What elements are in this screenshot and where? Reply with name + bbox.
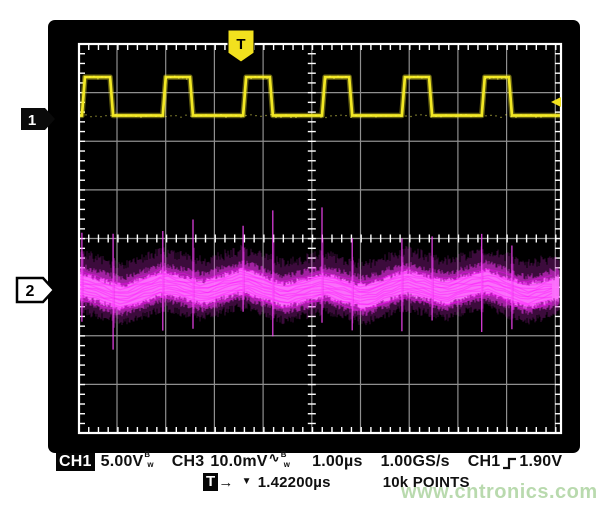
trigger-level-readout: 1.90V [519,453,563,470]
ch3-label: CH3 [171,453,205,470]
ch1-scale: 5.00V [100,453,144,470]
bw-sub: w [147,460,154,469]
readout-row-2: T → ▼ 1.42200µs 10k POINTS [203,473,470,491]
ch1-marker-shape [21,108,55,130]
ch1-ground-marker: 1 [21,108,55,130]
watermark: www.cntronics.com [401,481,598,503]
svg-text:T: T [236,36,245,53]
trigger-badge: T [203,473,219,491]
ch2-marker-shape [15,276,56,304]
ch3-scale: 10.0mV [210,453,268,470]
oscilloscope-screen: T [48,20,580,453]
record-length-readout: 10k POINTS [382,473,470,491]
trigger-arrow-icon: → [218,473,234,491]
trigger-time-readout: 1.42200µs [257,473,331,491]
graticule-and-traces: T [77,29,563,435]
bw-sup: B [144,450,151,459]
ch2-marker-label: 2 [26,283,35,300]
bw-sup: B [280,450,287,459]
ch1-marker-label: 1 [28,112,36,129]
timebase-readout: 1.00µs [312,453,363,470]
trigger-position-icon: ▼ [241,475,252,487]
ch2-ground-marker: 2 [15,276,56,304]
ch1-badge: CH1 [56,453,95,471]
sample-rate-readout: 1.00GS/s [380,453,450,470]
ac-coupling-icon: ∿ [268,450,280,465]
trigger-source-readout: CH1 [467,453,501,470]
rising-edge-icon [503,457,517,469]
bw-sub: w [283,460,291,469]
